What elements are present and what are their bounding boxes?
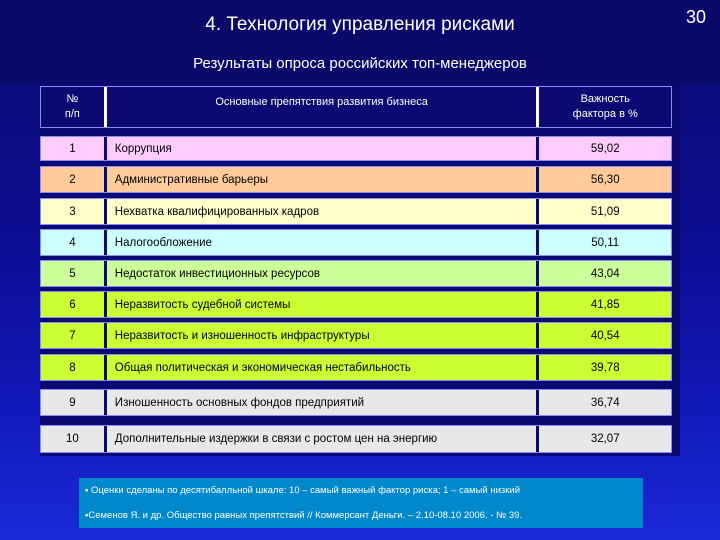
slide-title: 4. Технология управления рисками	[205, 14, 515, 35]
row-obstacle: Изношенность основных фондов предприятий	[106, 390, 540, 415]
row-obstacle: Коррупция	[106, 137, 540, 160]
table-row: 8 Общая политическая и экономическая нест…	[40, 354, 672, 381]
page-number: 30	[685, 7, 706, 27]
row-number: 1	[41, 137, 107, 160]
footnote-scale: ▪ Оценки сделаны по десятибалльной шкале…	[85, 485, 521, 496]
row-importance: 32,07	[539, 426, 671, 452]
header-number: № п/п	[41, 87, 107, 127]
row-importance: 59,02	[539, 137, 671, 160]
row-importance: 36,74	[539, 390, 671, 415]
slide-subtitle: Результаты опроса российских топ-менедже…	[193, 55, 527, 72]
table-row: 2 Административные барьеры 56,30	[40, 166, 672, 193]
row-importance: 50,11	[539, 230, 671, 255]
row-importance: 51,09	[539, 199, 671, 224]
row-number: 8	[41, 355, 107, 380]
row-obstacle: Неразвитость и изношенность инфраструкту…	[106, 323, 540, 348]
row-number: 2	[41, 167, 107, 192]
row-importance: 40,54	[539, 323, 671, 348]
row-importance: 41,85	[539, 292, 671, 317]
table-row: 6 Неразвитость судебной системы 41,85	[40, 291, 672, 318]
row-obstacle: Административные барьеры	[106, 167, 540, 192]
row-importance: 43,04	[539, 261, 671, 286]
table-header-row: № п/п Основные препятствия развития бизн…	[40, 86, 672, 128]
row-number: 10	[41, 426, 107, 452]
row-number: 4	[41, 230, 107, 255]
row-number: 7	[41, 323, 107, 348]
row-obstacle: Общая политическая и экономическая неста…	[106, 355, 540, 380]
table-row: 4 Налогообложение 50,11	[40, 229, 672, 256]
row-obstacle: Налогообложение	[106, 230, 540, 255]
title-band	[0, 0, 720, 84]
row-importance: 56,30	[539, 167, 671, 192]
table-row: 1 Коррупция 59,02	[40, 136, 672, 161]
header-importance: Важность фактора в %	[539, 87, 671, 127]
row-number: 3	[41, 199, 107, 224]
footnote-box: ▪ Оценки сделаны по десятибалльной шкале…	[79, 478, 643, 528]
header-number-text: № п/п	[64, 93, 80, 120]
row-obstacle: Недостаток инвестиционных ресурсов	[106, 261, 540, 286]
header-obstacle-text: Основные препятствия развития бизнеса	[215, 96, 428, 108]
table-row: 5 Недостаток инвестиционных ресурсов 43,04	[40, 260, 672, 287]
table-row: 7 Неразвитость и изношенность инфраструкт…	[40, 322, 672, 349]
row-obstacle: Дополнительные издержки в связи с ростом…	[106, 426, 540, 452]
row-number: 6	[41, 292, 107, 317]
table-row: 10 Дополнительные издержки в связи с рост…	[40, 425, 672, 453]
table-row: 9 Изношенность основных фондов предприяти…	[40, 389, 672, 416]
row-number: 5	[41, 261, 107, 286]
row-importance: 39,78	[539, 355, 671, 380]
row-obstacle: Неразвитость судебной системы	[106, 292, 540, 317]
footnote-source: ▪Семенов Я. и др. Общество равных препят…	[85, 510, 523, 521]
row-obstacle: Нехватка квалифицированных кадров	[106, 199, 540, 224]
row-number: 9	[41, 390, 107, 415]
header-importance-text: Важность фактора в %	[572, 93, 638, 120]
header-obstacle: Основные препятствия развития бизнеса	[107, 87, 540, 127]
table-row: 3 Нехватка квалифицированных кадров 51,09	[40, 198, 672, 225]
